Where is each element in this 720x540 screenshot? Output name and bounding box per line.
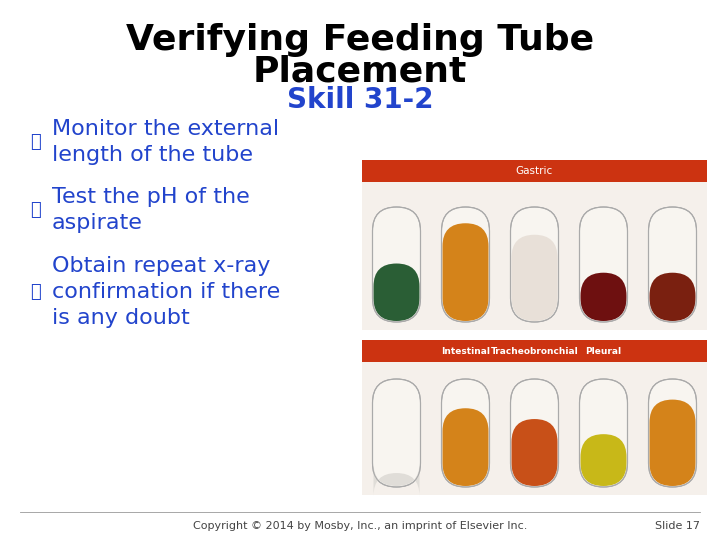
Text: Monitor the external
length of the tube: Monitor the external length of the tube [52, 119, 279, 165]
Text: ⎀: ⎀ [30, 283, 41, 301]
FancyBboxPatch shape [443, 223, 488, 321]
FancyBboxPatch shape [511, 235, 557, 321]
Text: Tracheobronchial: Tracheobronchial [490, 347, 578, 355]
FancyBboxPatch shape [580, 207, 628, 322]
FancyBboxPatch shape [580, 273, 626, 321]
FancyBboxPatch shape [649, 273, 696, 321]
Bar [362, 362, 707, 495]
Text: Slide 17: Slide 17 [655, 521, 700, 531]
FancyBboxPatch shape [374, 463, 420, 496]
FancyBboxPatch shape [510, 207, 559, 322]
Text: Verifying Feeding Tube: Verifying Feeding Tube [126, 23, 594, 57]
FancyBboxPatch shape [649, 379, 696, 487]
Bar [362, 182, 707, 330]
FancyBboxPatch shape [443, 408, 488, 486]
FancyBboxPatch shape [441, 379, 490, 487]
FancyBboxPatch shape [372, 379, 420, 487]
FancyBboxPatch shape [372, 207, 420, 322]
FancyBboxPatch shape [441, 207, 490, 322]
Text: Gastric: Gastric [516, 166, 553, 176]
Bar [362, 160, 707, 182]
FancyBboxPatch shape [649, 207, 696, 322]
Text: Skill 31-2: Skill 31-2 [287, 86, 433, 114]
Text: Pleural: Pleural [585, 347, 621, 355]
Text: ⎀: ⎀ [30, 201, 41, 219]
FancyBboxPatch shape [580, 434, 626, 486]
Bar [362, 340, 707, 362]
FancyBboxPatch shape [511, 419, 557, 486]
FancyBboxPatch shape [374, 264, 420, 321]
Text: Placement: Placement [253, 55, 467, 89]
Text: ⎀: ⎀ [30, 133, 41, 151]
Text: Test the pH of the
aspirate: Test the pH of the aspirate [52, 187, 250, 233]
FancyBboxPatch shape [510, 379, 559, 487]
FancyBboxPatch shape [580, 379, 628, 487]
Text: Intestinal: Intestinal [441, 347, 490, 355]
Text: Obtain repeat x-ray
confirmation if there
is any doubt: Obtain repeat x-ray confirmation if ther… [52, 256, 280, 328]
Text: Copyright © 2014 by Mosby, Inc., an imprint of Elsevier Inc.: Copyright © 2014 by Mosby, Inc., an impr… [193, 521, 527, 531]
FancyBboxPatch shape [649, 400, 696, 486]
